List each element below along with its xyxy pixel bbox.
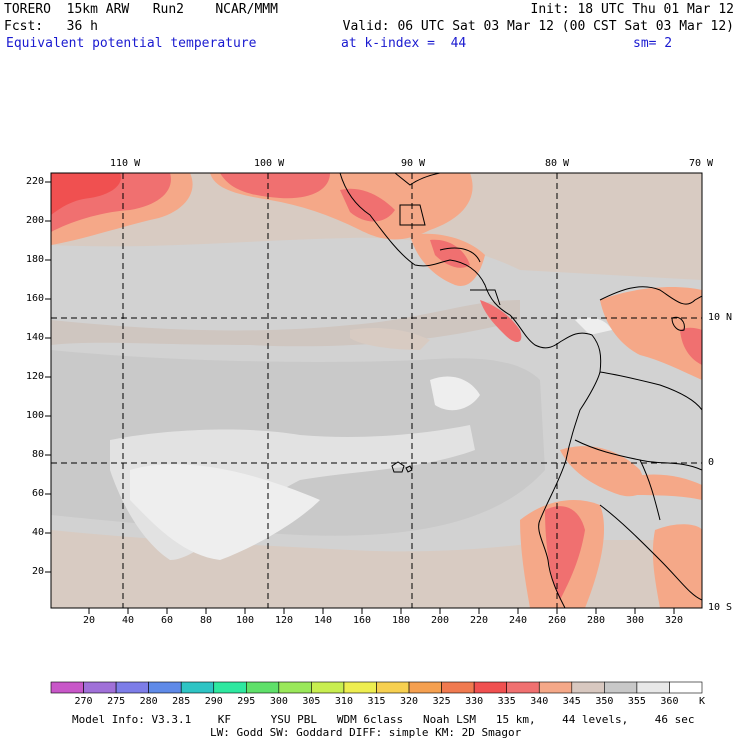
colorbar-label: 330 <box>465 696 484 707</box>
lat-label-0: 0 <box>708 457 715 468</box>
colorbar-swatch <box>246 681 280 694</box>
x-tick-label: 140 <box>313 615 333 626</box>
colorbar-label: 315 <box>367 696 386 707</box>
y-tick-label: 180 <box>25 254 44 265</box>
colorbar-label: 345 <box>562 696 581 707</box>
colorbar-swatch <box>408 681 442 694</box>
coastlines <box>339 173 702 608</box>
x-tick-label: 120 <box>274 615 294 626</box>
y-tick-label: 40 <box>31 527 44 538</box>
x-tick-label: 300 <box>625 615 645 626</box>
valid-time: Valid: 06 UTC Sat 03 Mar 12 (00 CST Sat … <box>342 19 734 34</box>
forecast-hour: Fcst: 36 h <box>4 19 98 34</box>
colorbar-label: 325 <box>432 696 451 707</box>
x-tick-label: 100 <box>235 615 255 626</box>
colorbar <box>50 681 703 694</box>
colorbar-swatch <box>506 681 540 694</box>
colorbar-unit: K <box>698 696 706 707</box>
y-tick-label: 20 <box>31 566 44 577</box>
colorbar-swatch <box>148 681 182 694</box>
lat-label-10n: 10 N <box>708 312 733 323</box>
colorbar-label: 300 <box>269 696 288 707</box>
colorbar-label: 270 <box>74 696 93 707</box>
x-tick-label: 260 <box>547 615 567 626</box>
init-time: Init: 18 UTC Thu 01 Mar 12 <box>530 2 735 17</box>
colorbar-swatch <box>343 681 377 694</box>
map-frame <box>50 172 703 609</box>
lon-label-100w: 100 W <box>254 158 285 169</box>
colorbar-swatch <box>311 681 345 694</box>
lon-label-70w: 70 W <box>689 158 714 169</box>
y-tick-label: 100 <box>25 410 44 421</box>
x-tick-label: 240 <box>508 615 528 626</box>
colorbar-label: 360 <box>660 696 679 707</box>
colorbar-swatch <box>604 681 638 694</box>
colorbar-swatch <box>278 681 312 694</box>
x-tick-label: 40 <box>121 615 135 626</box>
field-name: Equivalent potential temperature <box>6 36 257 51</box>
colorbar-label: 350 <box>595 696 614 707</box>
colorbar-label: 305 <box>302 696 321 707</box>
colorbar-swatch <box>473 681 507 694</box>
y-tick-label: 120 <box>25 371 44 382</box>
colorbar-swatch <box>571 681 605 694</box>
y-tick-label: 60 <box>31 488 44 499</box>
colorbar-swatch <box>213 681 247 694</box>
y-tick-label: 160 <box>25 293 44 304</box>
colorbar-swatch <box>180 681 215 694</box>
colorbar-label: 310 <box>334 696 353 707</box>
x-tick-label: 180 <box>391 615 411 626</box>
colorbar-swatch <box>83 681 117 694</box>
colorbar-swatch <box>538 681 573 694</box>
x-tick-label: 220 <box>469 615 489 626</box>
colorbar-label: 295 <box>237 696 256 707</box>
colorbar-swatch <box>441 681 475 694</box>
colorbar-label: 285 <box>172 696 191 707</box>
model-title: TORERO 15km ARW Run2 NCAR/MMM <box>4 2 278 17</box>
x-tick-label: 200 <box>430 615 450 626</box>
colorbar-swatch <box>50 681 84 694</box>
lon-label-90w: 90 W <box>401 158 426 169</box>
physics-info: LW: Godd SW: Goddard DIFF: simple KM: 2D… <box>210 726 522 739</box>
smoothing-label: sm= 2 <box>633 36 673 51</box>
y-tick-label: 140 <box>25 332 44 343</box>
lon-label-110w: 110 W <box>110 158 141 169</box>
level-label: at k-index = 44 <box>341 36 467 51</box>
x-tick-label: 60 <box>160 615 174 626</box>
colorbar-label: 335 <box>497 696 516 707</box>
colorbar-label: 290 <box>204 696 223 707</box>
theta-e-field <box>51 173 702 608</box>
y-tick-label: 80 <box>31 449 44 460</box>
y-tick-label: 220 <box>25 176 44 187</box>
colorbar-label: 320 <box>400 696 419 707</box>
colorbar-swatch <box>669 681 703 694</box>
x-tick-label: 80 <box>199 615 213 626</box>
colorbar-label: 280 <box>139 696 158 707</box>
graticule <box>51 173 702 608</box>
axis-ticks <box>45 181 675 614</box>
colorbar-swatch <box>115 681 149 694</box>
colorbar-label: 275 <box>107 696 126 707</box>
lat-label-10s: 10 S <box>708 602 733 613</box>
x-tick-label: 20 <box>82 615 96 626</box>
x-tick-label: 320 <box>664 615 684 626</box>
model-info: Model Info: V3.3.1 KF YSU PBL WDM 6class… <box>72 713 695 726</box>
y-tick-label: 200 <box>25 215 44 226</box>
x-tick-label: 280 <box>586 615 606 626</box>
x-tick-label: 160 <box>352 615 372 626</box>
colorbar-swatch <box>636 681 670 694</box>
lon-label-80w: 80 W <box>545 158 570 169</box>
colorbar-swatch <box>376 681 410 694</box>
colorbar-label: 355 <box>627 696 646 707</box>
colorbar-label: 340 <box>530 696 549 707</box>
